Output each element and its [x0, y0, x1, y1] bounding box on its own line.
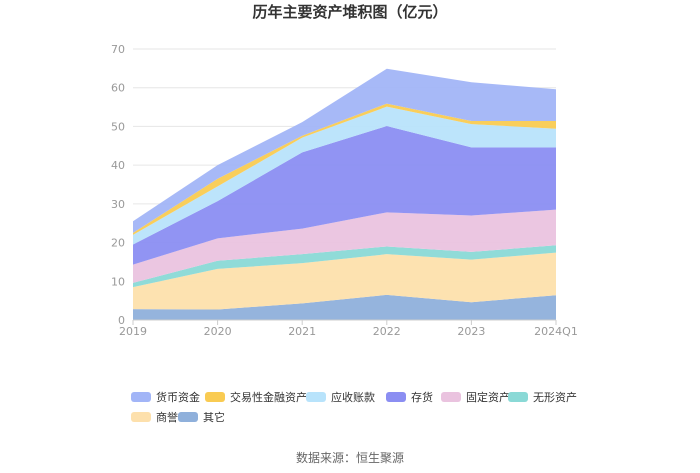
- legend-item[interactable]: 商誉: [131, 410, 178, 424]
- legend-label: 交易性金融资产: [230, 390, 307, 404]
- area-3: [133, 209, 556, 283]
- area-4: [133, 126, 556, 265]
- legend-item[interactable]: 其它: [178, 410, 225, 424]
- legend-label: 存货: [411, 390, 433, 404]
- y-tick-label: 0: [118, 314, 125, 327]
- area-2: [133, 245, 556, 288]
- y-tick-label: 60: [111, 82, 125, 95]
- y-tick-label: 10: [111, 275, 125, 288]
- legend-label: 应收账款: [331, 390, 375, 404]
- legend-swatch: [508, 392, 528, 402]
- y-tick-label: 50: [111, 120, 125, 133]
- x-tick-label: 2022: [373, 325, 401, 338]
- legend-label: 无形资产: [533, 390, 577, 404]
- legend-item[interactable]: 货币资金: [131, 390, 200, 404]
- area-0: [133, 294, 556, 320]
- x-tick-label: 2019: [119, 325, 147, 338]
- legend-item[interactable]: 无形资产: [508, 390, 577, 404]
- source-text: 数据来源：恒生聚源: [296, 450, 404, 465]
- y-tick-label: 30: [111, 198, 125, 211]
- legend-swatch: [306, 392, 326, 402]
- legend-swatch: [386, 392, 406, 402]
- area-series: [133, 68, 556, 320]
- y-axis: 0 10 20 30 40 50 60 70: [111, 43, 125, 327]
- area-7: [133, 68, 556, 233]
- legend-item[interactable]: 交易性金融资产: [205, 390, 307, 404]
- legend-swatch: [441, 392, 461, 402]
- x-tick-label: 2024Q1: [534, 325, 578, 338]
- x-tick-label: 2020: [204, 325, 232, 338]
- legend-label: 其它: [203, 410, 225, 424]
- legend-label: 货币资金: [156, 390, 200, 404]
- legend-label: 固定资产: [466, 390, 510, 404]
- legend-swatch: [205, 392, 225, 402]
- area-5: [133, 106, 556, 245]
- x-tick-labels: 2019 2020 2021 2022 2023 2024Q1: [119, 325, 578, 338]
- legend-swatch: [131, 392, 151, 402]
- legend-swatch: [178, 412, 198, 422]
- chart-title: 历年主要资产堆积图（亿元）: [252, 3, 447, 21]
- legend-item[interactable]: 存货: [386, 390, 433, 404]
- y-tick-label: 20: [111, 237, 125, 250]
- x-tick-label: 2023: [457, 325, 485, 338]
- legend-swatch: [131, 412, 151, 422]
- legend-label: 商誉: [156, 410, 178, 424]
- legend-item[interactable]: 应收账款: [306, 390, 375, 404]
- x-tick-label: 2021: [288, 325, 316, 338]
- x-axis: [132, 319, 557, 325]
- legend-item[interactable]: 固定资产: [441, 390, 510, 404]
- area-1: [133, 252, 556, 310]
- y-tick-label: 70: [111, 43, 125, 56]
- y-tick-label: 40: [111, 159, 125, 172]
